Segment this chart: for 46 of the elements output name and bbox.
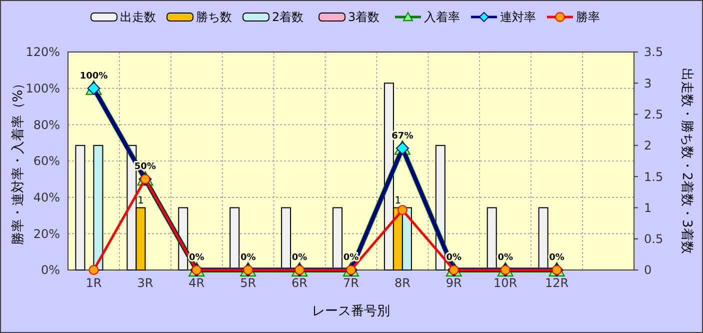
- data-label: 1: [394, 196, 402, 207]
- y-tick-label: 120%: [26, 45, 60, 60]
- data-label: 0%: [498, 253, 514, 263]
- y-tick-label: 40%: [33, 190, 60, 205]
- y2-tick-label: 0: [644, 263, 652, 278]
- y2-tick-label: 1.5: [644, 170, 664, 184]
- x-tick-label: 1R: [86, 276, 102, 290]
- data-label: 1: [137, 196, 144, 207]
- x-tick-label: 12R: [545, 276, 569, 290]
- y-axis-title: 勝率・連対率・入着率（%）: [10, 76, 26, 246]
- data-label: 0%: [240, 253, 256, 263]
- y2-tick-label: 3: [644, 76, 652, 90]
- point: [397, 205, 408, 216]
- y2-tick-label: 0.5: [644, 232, 664, 246]
- legend-label: 勝率: [576, 10, 600, 24]
- x-tick-label: 4R: [188, 276, 205, 290]
- y-tick-label: 0%: [40, 263, 60, 278]
- y-tick-label: 100%: [26, 82, 60, 96]
- y2-tick-label: 1: [644, 200, 652, 215]
- y-tick-label: 80%: [33, 118, 60, 132]
- x-tick-label: 5R: [240, 276, 256, 290]
- x-tick-label: 3R: [137, 276, 154, 290]
- legend-label: 出走数: [120, 10, 156, 24]
- data-label: 100%: [80, 71, 108, 82]
- y-tick-label: 60%: [33, 154, 60, 168]
- x-tick-label: 7R: [343, 276, 359, 290]
- x-tick-label: 9R: [446, 276, 462, 290]
- y2-tick-label: 2.5: [644, 107, 664, 122]
- y2-tick-label: 2: [644, 138, 652, 153]
- x-tick-label: 6R: [292, 276, 308, 290]
- legend-label: 3着数: [348, 10, 380, 24]
- y2-tick-label: 3.5: [644, 45, 664, 60]
- x-tick-label: 8R: [394, 276, 410, 290]
- x-axis-title: レース番号別: [312, 304, 390, 319]
- point: [88, 265, 99, 275]
- legend-label: 2着数: [272, 10, 304, 24]
- legend-label: 入着率: [424, 10, 460, 24]
- data-label: 0%: [549, 253, 564, 263]
- bar: [93, 144, 104, 270]
- legend-label: 連対率: [500, 10, 536, 24]
- y-tick-label: 20%: [33, 226, 60, 241]
- x-tick-label: 10R: [494, 276, 518, 290]
- bar: [75, 144, 86, 270]
- legend-label: 勝ち数: [196, 10, 232, 24]
- data-label: 0%: [292, 253, 308, 263]
- y2-axis-title: 出走数・勝ち数・2着数・3着数: [679, 68, 695, 254]
